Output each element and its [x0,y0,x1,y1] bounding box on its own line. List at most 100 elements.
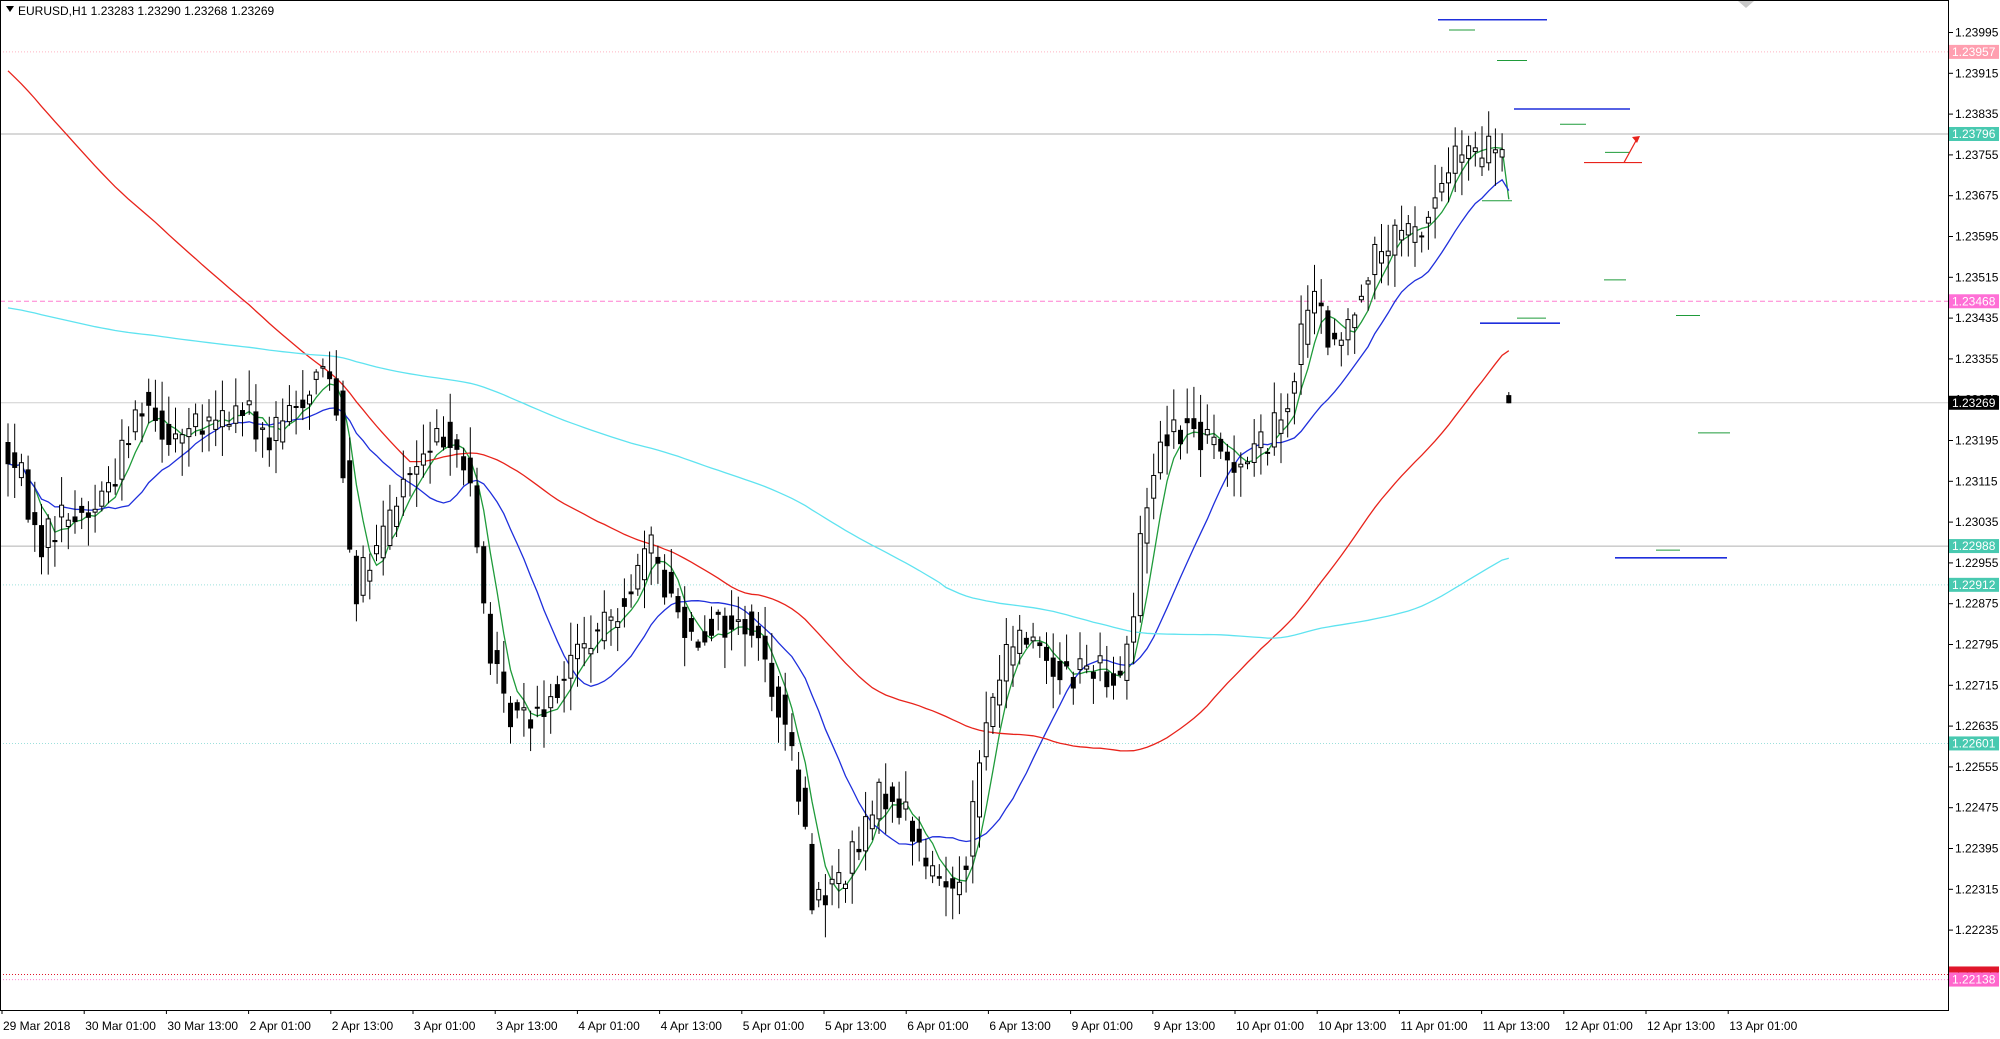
candle[interactable] [715,609,721,631]
candle[interactable] [956,856,962,915]
candle[interactable] [1312,264,1317,335]
candle[interactable] [1405,214,1411,257]
candle[interactable] [916,816,922,862]
candle[interactable] [5,423,11,497]
candle[interactable] [682,586,688,667]
candle[interactable] [501,641,507,713]
candle[interactable] [742,605,748,667]
candle[interactable] [387,484,393,550]
candle[interactable] [79,497,85,530]
candle[interactable] [1017,614,1023,665]
candle[interactable] [300,370,306,421]
candle[interactable] [1077,632,1083,684]
candle[interactable] [481,541,487,614]
candle[interactable] [1412,206,1418,267]
candle[interactable] [333,350,339,421]
candle[interactable] [628,574,634,608]
candle[interactable] [260,422,266,458]
candle[interactable] [461,447,467,486]
candle[interactable] [1044,632,1049,685]
candle[interactable] [1097,632,1103,682]
candle[interactable] [508,696,513,744]
candle[interactable] [1218,432,1224,459]
candle[interactable] [856,826,862,861]
candle[interactable] [1492,128,1498,186]
candle[interactable] [119,419,125,501]
candle[interactable] [1399,205,1405,257]
candle[interactable] [1117,656,1123,679]
candle[interactable] [45,514,51,575]
candle[interactable] [1385,224,1391,286]
candle[interactable] [1090,665,1096,704]
candle[interactable] [782,672,788,751]
candle[interactable] [695,639,701,651]
candle[interactable] [1111,656,1116,700]
candle[interactable] [414,440,420,507]
candle[interactable] [762,606,768,683]
candle[interactable] [1372,236,1378,300]
candle[interactable] [1325,305,1331,356]
ma-line-3[interactable] [7,70,1510,752]
candle[interactable] [541,680,547,748]
candle[interactable] [903,771,909,821]
candle[interactable] [454,434,460,468]
candle[interactable] [883,763,889,834]
candle[interactable] [1178,425,1183,460]
candle[interactable] [648,526,654,585]
candle[interactable] [126,426,132,459]
candle[interactable] [394,496,400,538]
candle[interactable] [836,848,842,909]
candle[interactable] [702,615,708,646]
candle[interactable] [1191,386,1197,438]
candle[interactable] [796,751,802,815]
candle[interactable] [1345,308,1351,356]
candle[interactable] [166,396,172,456]
candle[interactable] [320,358,326,378]
candle[interactable] [1231,435,1237,497]
candle[interactable] [950,866,956,920]
candle[interactable] [595,622,601,654]
candle[interactable] [199,404,205,453]
ma-line-4[interactable] [7,307,1509,639]
candle[interactable] [1010,625,1016,687]
candle[interactable] [662,554,668,605]
candle[interactable] [420,424,426,478]
candle[interactable] [802,776,808,830]
candle[interactable] [1037,636,1043,658]
candle[interactable] [307,390,312,430]
candle[interactable] [132,400,138,441]
candle[interactable] [159,381,165,463]
candle[interactable] [769,633,775,712]
candle[interactable] [1432,164,1438,239]
candle[interactable] [615,608,621,652]
candle[interactable] [340,380,346,484]
candle[interactable] [1104,645,1110,698]
candle[interactable] [106,466,111,504]
candle[interactable] [1332,319,1338,346]
candle[interactable] [32,481,38,552]
candle[interactable] [568,622,574,711]
candle[interactable] [39,504,44,575]
candle[interactable] [1472,131,1478,167]
candle[interactable] [729,590,735,651]
candle[interactable] [977,750,982,848]
candle[interactable] [514,699,520,719]
candle[interactable] [601,590,607,650]
candle[interactable] [889,782,895,823]
candle[interactable] [1057,642,1063,695]
candle[interactable] [246,370,252,415]
candle[interactable] [534,685,540,718]
candle[interactable] [869,800,875,841]
candle[interactable] [709,606,714,642]
candle[interactable] [749,604,755,648]
candle[interactable] [1198,394,1204,477]
candle[interactable] [1499,133,1505,172]
candle[interactable] [1379,223,1384,284]
candle[interactable] [1137,515,1143,623]
candle[interactable] [226,411,232,431]
candle[interactable] [1425,211,1431,250]
candle[interactable] [548,683,554,734]
candle[interactable] [1278,393,1284,464]
candle[interactable] [1358,284,1364,303]
